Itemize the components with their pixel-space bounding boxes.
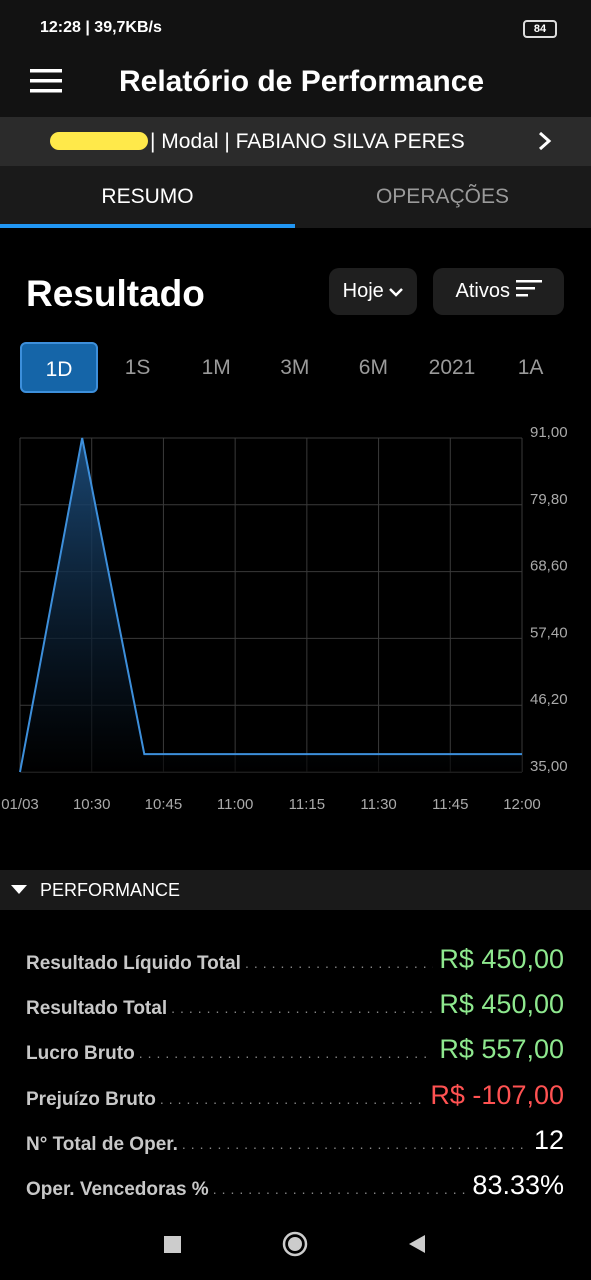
app-bar: Relatório de Performance (0, 55, 591, 117)
recents-button[interactable] (164, 1236, 181, 1253)
performance-row: N° Total de Oper........................… (26, 1116, 564, 1156)
home-dot (288, 1237, 302, 1251)
dot-leader: ........................................… (138, 1045, 434, 1062)
period-button[interactable]: 1A (517, 356, 544, 379)
performance-row: Lucro Bruto.............................… (26, 1025, 564, 1065)
filter-label: Hoje (342, 280, 384, 302)
performance-title: PERFORMANCE (40, 880, 181, 900)
row-value: 83.33% (472, 1170, 564, 1200)
x-tick-label: 10:30 (73, 796, 111, 813)
y-tick-label: 79,80 (530, 491, 568, 508)
x-tick-label: 10:45 (145, 796, 183, 813)
home-button[interactable] (282, 1231, 308, 1257)
performance-row: Resultado Líquido Total.................… (26, 935, 564, 975)
section-title: Resultado (26, 273, 205, 314)
tab[interactable]: RESUMO (0, 166, 295, 228)
period-button[interactable]: 2021 (428, 356, 476, 379)
row-value: R$ 450,00 (439, 944, 564, 974)
row-label: Lucro Bruto (26, 1043, 135, 1065)
row-label: Resultado Líquido Total (26, 953, 241, 974)
period-button[interactable]: 1M (201, 356, 231, 379)
x-tick-label: 12:00 (503, 796, 541, 813)
row-value: R$ -107,00 (430, 1079, 564, 1110)
dot-leader: ........................................… (244, 955, 433, 971)
row-value: 12 (533, 1124, 564, 1155)
back-button[interactable] (409, 1235, 425, 1253)
x-tick-label: 01/03 (1, 796, 39, 813)
filter-button[interactable]: Ativos (433, 268, 564, 315)
collapse-icon (11, 885, 27, 894)
filter-label: Ativos (455, 280, 510, 302)
account-bar[interactable]: | Modal | FABIANO SILVA PERES (0, 117, 591, 166)
period-button[interactable]: 3M (280, 356, 310, 379)
row-label: Prejuízo Bruto (26, 1088, 156, 1110)
performance-row: Resultado Total.........................… (26, 980, 564, 1020)
x-tick-label: 11:45 (432, 796, 468, 813)
chart: 35,00 46,20 57,40 68,60 79,80 91,00 01/03 10:30… (1, 424, 568, 813)
app-title: Relatório de Performance (119, 65, 485, 98)
period-button[interactable]: 6M (358, 356, 388, 379)
y-tick-label: 91,00 (530, 424, 568, 441)
period-button[interactable]: 1D (20, 342, 98, 393)
sort-icon (515, 280, 542, 297)
status-time: 12:28 | 39,7KB/s (40, 19, 162, 36)
y-tick-label: 35,00 (530, 758, 568, 775)
row-label: Oper. Vencedoras % (26, 1179, 209, 1200)
chevron-down (389, 288, 404, 297)
y-tick-label: 57,40 (530, 624, 568, 641)
x-tick-label: 11:00 (217, 796, 253, 813)
period-button[interactable]: 1S (124, 356, 151, 379)
tab[interactable]: OPERAÇÕES (375, 185, 510, 208)
dot-leader: ........................................… (212, 1181, 467, 1197)
status-bar: 12:28 | 39,7KB/s 84 (0, 0, 591, 55)
dot-leader: ........................................… (181, 1135, 528, 1152)
performance-row: Prejuízo Bruto..........................… (26, 1071, 564, 1111)
performance-header[interactable]: PERFORMANCE (0, 870, 591, 910)
row-value: R$ 557,00 (439, 1034, 564, 1065)
chevron-right[interactable] (538, 131, 552, 151)
menu-button[interactable] (30, 69, 62, 93)
redaction (50, 132, 148, 150)
row-value: R$ 450,00 (439, 989, 564, 1020)
performance-row: Oper. Vencedoras %......................… (26, 1161, 564, 1201)
filter-button[interactable]: Hoje (329, 268, 417, 315)
line (19, 437, 522, 773)
dot-leader: ........................................… (171, 1000, 434, 1017)
nav-bar (164, 1231, 425, 1257)
x-tick-label: 11:30 (360, 796, 396, 813)
y-tick-label: 46,20 (530, 691, 568, 708)
x-tick-label: 11:15 (289, 796, 325, 813)
area-fill (20, 438, 522, 772)
account-label: | Modal | FABIANO SILVA PERES (150, 130, 465, 153)
tab-bar: RESUMO OPERAÇÕES (0, 166, 591, 228)
row-label: N° Total de Oper. (26, 1133, 178, 1155)
row-label: Resultado Total (26, 998, 168, 1020)
y-tick-label: 68,60 (530, 558, 568, 575)
battery: 84 (523, 20, 557, 38)
dot-leader: ........................................… (159, 1090, 425, 1107)
